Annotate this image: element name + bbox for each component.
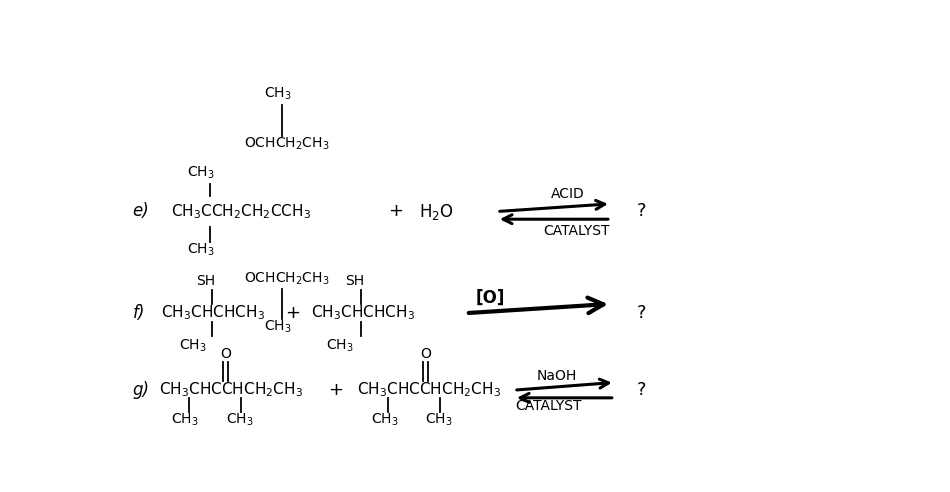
Text: CH$_3$: CH$_3$ [187,165,215,181]
Text: CATALYST: CATALYST [543,224,610,238]
Text: SH: SH [345,274,364,288]
Text: g): g) [133,381,150,399]
Text: ?: ? [636,203,646,220]
Text: CH$_3$CHCCHCH$_2$CH$_3$: CH$_3$CHCCHCH$_2$CH$_3$ [159,381,303,400]
Text: CH$_3$: CH$_3$ [327,338,354,354]
Text: CH$_3$CHCHCH$_3$: CH$_3$CHCHCH$_3$ [162,304,265,322]
Text: CH$_3$: CH$_3$ [264,319,292,335]
Text: +: + [389,203,404,220]
Text: OCHCH$_2$CH$_3$: OCHCH$_2$CH$_3$ [244,135,330,152]
Text: ?: ? [636,304,646,322]
Text: CH$_3$: CH$_3$ [187,242,215,258]
Text: ?: ? [636,381,646,399]
Text: O: O [420,347,431,361]
Text: e): e) [133,203,149,220]
Text: +: + [285,304,300,322]
Text: SH: SH [197,274,216,288]
Text: CH$_3$: CH$_3$ [425,411,452,428]
Text: ACID: ACID [551,187,585,201]
Text: CH$_3$: CH$_3$ [264,86,292,102]
Text: OCHCH$_2$CH$_3$: OCHCH$_2$CH$_3$ [244,270,330,287]
Text: CH$_3$: CH$_3$ [370,411,398,428]
Text: CATALYST: CATALYST [516,399,582,412]
Text: CH$_3$: CH$_3$ [171,411,200,428]
Text: CH$_3$CCH$_2$CH$_2$CCH$_3$: CH$_3$CCH$_2$CH$_2$CCH$_3$ [171,202,312,221]
Text: f): f) [133,304,145,322]
Text: H$_2$O: H$_2$O [420,202,454,221]
Text: O: O [220,347,231,361]
Text: CH$_3$CHCHCH$_3$: CH$_3$CHCHCH$_3$ [311,304,415,322]
Text: CH$_3$CHCCHCH$_2$CH$_3$: CH$_3$CHCCHCH$_2$CH$_3$ [357,381,502,400]
Text: NaOH: NaOH [537,369,577,383]
Text: +: + [328,381,343,399]
Text: CH$_3$: CH$_3$ [226,411,254,428]
Text: [O]: [O] [475,289,504,307]
Text: CH$_3$: CH$_3$ [180,338,207,354]
